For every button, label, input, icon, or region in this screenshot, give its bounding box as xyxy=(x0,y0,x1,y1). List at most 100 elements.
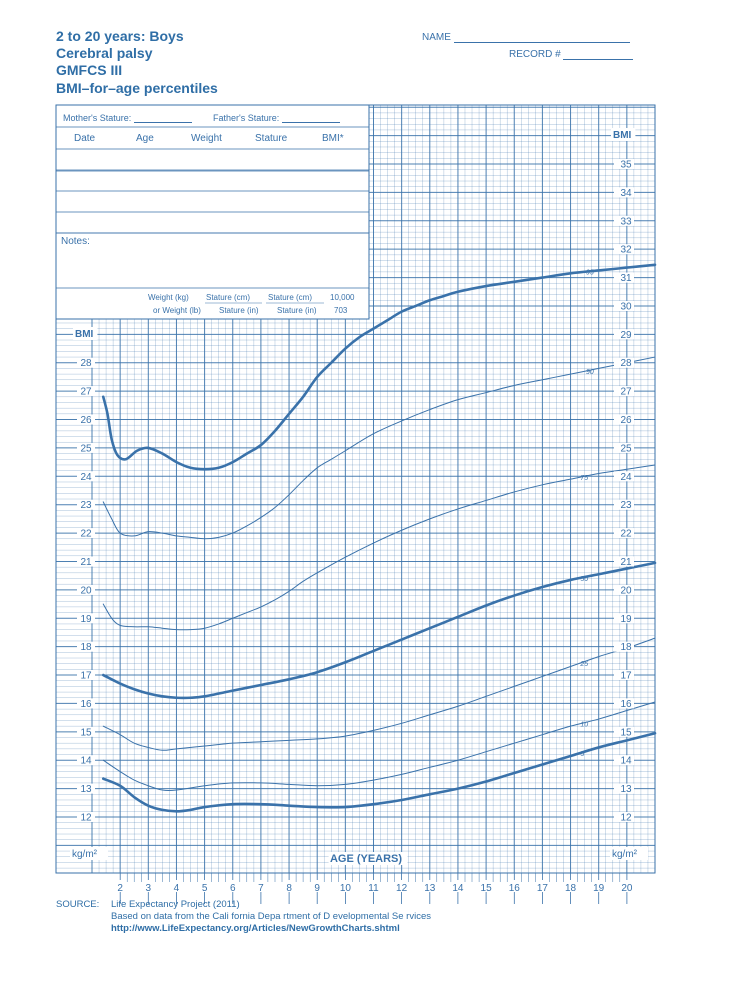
tick-label-bg xyxy=(77,670,95,680)
tick-label-bg xyxy=(77,556,95,567)
tick-label-bg xyxy=(166,880,187,892)
tick-label-bg xyxy=(614,244,634,255)
mother-stature-underline xyxy=(133,122,192,123)
chart-title-line-1: 2 to 20 years: Boys xyxy=(56,28,184,44)
tick-label-bg xyxy=(614,641,634,652)
x-axis-title: AGE (YEARS) xyxy=(330,853,402,865)
percentile-curve-10 xyxy=(102,701,656,792)
percentile-curve-25 xyxy=(102,637,656,751)
tick-label-bg xyxy=(279,880,300,892)
tick-label-bg xyxy=(77,357,95,368)
y-tick-label-right: 24 xyxy=(620,472,632,483)
tick-label-bg xyxy=(77,471,95,482)
x-tick-label: 13 xyxy=(424,883,436,894)
tick-label-bg xyxy=(614,499,634,510)
tick-label-bg xyxy=(614,812,634,822)
tick-label-bg xyxy=(614,414,634,425)
tick-label-bg xyxy=(77,641,95,652)
y-tick-label-right: 31 xyxy=(620,273,632,284)
tick-label-bg xyxy=(614,329,634,340)
percentile-curve-75 xyxy=(102,464,656,631)
tick-label-bg xyxy=(222,880,243,892)
tick-label-bg xyxy=(614,698,634,709)
formula-weight-lb: or Weight (lb) xyxy=(153,306,201,315)
x-tick-label: 16 xyxy=(509,883,521,894)
percentile-curve-50 xyxy=(101,561,657,700)
y-axis-title-left: BMI xyxy=(75,329,94,340)
label-bg xyxy=(70,847,108,860)
chart-title-line-2: Cerebral palsy xyxy=(56,45,153,61)
x-tick-label: 15 xyxy=(481,883,493,894)
y-tick-label-right: 19 xyxy=(620,614,632,625)
tick-label-bg xyxy=(77,442,95,453)
mother-stature-label: Mother's Stature: xyxy=(63,113,132,123)
percentile-label-25: 25 xyxy=(579,661,588,668)
y-tick-label-right: 16 xyxy=(620,699,632,710)
formula-const-metric: 10,000 xyxy=(330,293,355,302)
name-field[interactable]: NAME xyxy=(422,32,630,43)
name-underline xyxy=(453,42,630,43)
record-label: RECORD # xyxy=(509,49,561,60)
mother-stature-field[interactable]: Mother's Stature: xyxy=(63,113,192,123)
formula-weight-kg: Weight (kg) xyxy=(148,293,189,302)
y-tick-label-left: 28 xyxy=(80,358,92,369)
record-underline xyxy=(563,59,634,60)
percentile-label-90: 90 xyxy=(586,369,594,376)
y-tick-label-left: 18 xyxy=(80,642,92,653)
y-tick-label-right: 34 xyxy=(620,188,632,199)
x-tick-label: 18 xyxy=(565,883,577,894)
y-tick-label-left: 23 xyxy=(80,500,92,511)
tick-label-bg xyxy=(504,880,525,892)
tick-label-bg xyxy=(614,272,634,283)
y-axis-title-right: BMI xyxy=(613,130,632,141)
tick-label-bg xyxy=(391,880,412,892)
x-tick-label: 19 xyxy=(593,883,605,894)
father-stature-underline xyxy=(281,122,340,123)
record-field[interactable]: RECORD # xyxy=(509,49,634,60)
column-stature: Stature xyxy=(255,133,288,144)
father-stature-field[interactable]: Father's Stature: xyxy=(213,113,340,123)
tick-label-bg xyxy=(250,880,271,892)
y-tick-label-right: 12 xyxy=(620,813,632,824)
x-tick-label: 9 xyxy=(314,883,320,894)
source-link[interactable]: http://www.LifeExpectancy.org/Articles/N… xyxy=(111,923,400,934)
y-tick-label-left: 27 xyxy=(80,387,92,398)
tick-label-bg xyxy=(614,613,634,624)
tick-label-bg xyxy=(419,880,440,892)
tick-label-bg xyxy=(77,812,95,822)
tick-label-bg xyxy=(77,755,95,766)
y-tick-label-right: 35 xyxy=(620,160,632,171)
tick-label-bg xyxy=(614,159,634,169)
column-bmi: BMI* xyxy=(322,133,344,144)
y-tick-label-left: 21 xyxy=(80,557,92,568)
percentile-label-10: 10 xyxy=(580,722,588,729)
formula-stature-cm-1: Stature (cm) xyxy=(206,293,251,302)
y-tick-label-right: 17 xyxy=(620,671,632,682)
name-label: NAME xyxy=(422,32,451,43)
label-bg xyxy=(73,327,98,340)
tick-label-bg xyxy=(77,386,95,397)
formula-stature-cm-2: Stature (cm) xyxy=(268,293,313,302)
percentile-curve-95 xyxy=(101,263,657,471)
tick-label-bg xyxy=(532,880,553,892)
tick-label-bg xyxy=(614,301,634,311)
y-tick-label-right: 29 xyxy=(620,330,632,341)
tick-label-bg xyxy=(560,880,581,892)
y-tick-label-left: 24 xyxy=(80,472,92,483)
chart-title-line-4: BMI–for–age percentiles xyxy=(56,80,218,96)
y-tick-label-right: 21 xyxy=(620,557,632,568)
tick-label-bg xyxy=(476,880,497,892)
formula-stature-in-2: Stature (in) xyxy=(277,306,317,315)
y-tick-label-right: 23 xyxy=(620,500,632,511)
percentile-curve-90 xyxy=(102,356,656,540)
chart-title-line-3: GMFCS III xyxy=(56,62,123,78)
y-tick-label-right: 25 xyxy=(620,443,632,454)
y-tick-label-left: 15 xyxy=(80,727,92,738)
x-tick-label: 11 xyxy=(368,883,379,894)
notes-label: Notes: xyxy=(61,236,90,247)
tick-labels: 1213141516171819202122232425262728293031… xyxy=(70,128,648,904)
percentile-curve-5 xyxy=(101,731,657,813)
label-bg xyxy=(610,847,648,860)
tick-label-bg xyxy=(614,726,634,737)
